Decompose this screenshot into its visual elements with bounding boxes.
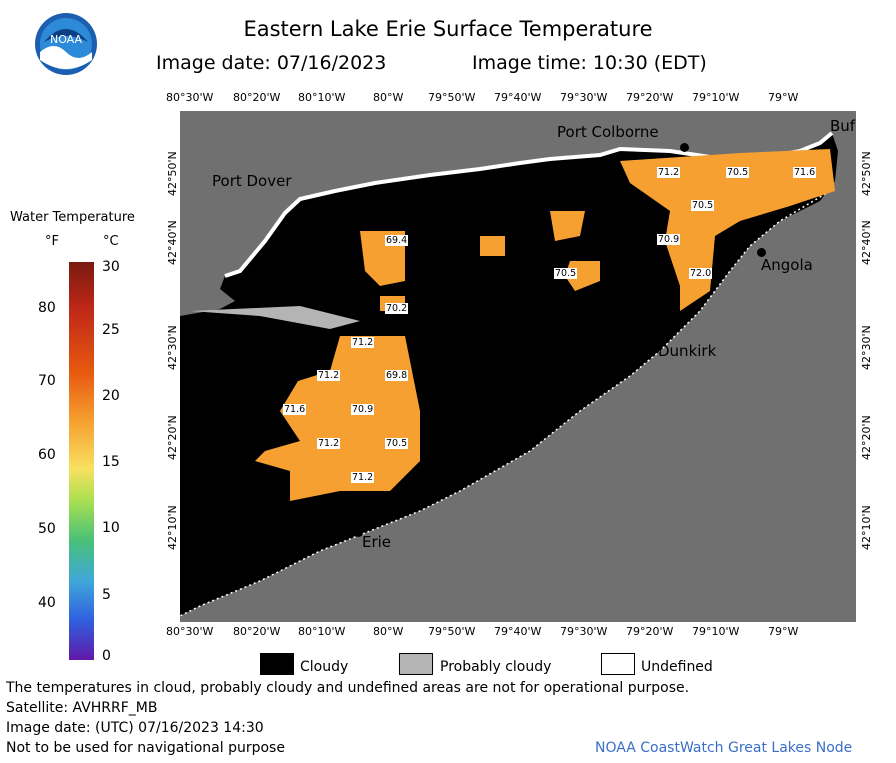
temp-label: 70.5 xyxy=(726,167,750,178)
lon-tick-bottom: 79°W xyxy=(768,625,799,638)
lon-tick-top: 79°10'W xyxy=(692,91,740,104)
warm-water-patch xyxy=(255,336,420,501)
probably-cloudy-area xyxy=(190,306,360,329)
unit-celsius: °C xyxy=(103,234,119,249)
lat-tick-right: 42°30'N xyxy=(860,325,873,370)
credit-text: NOAA CoastWatch Great Lakes Node xyxy=(595,740,853,756)
legend-label-cloudy: Cloudy xyxy=(300,659,349,675)
lon-tick-bottom: 80°30'W xyxy=(166,625,214,638)
lon-tick-top: 79°40'W xyxy=(494,91,542,104)
south-shore-dots xyxy=(179,190,831,617)
utc-date-text: Image date: (UTC) 07/16/2023 14:30 xyxy=(6,720,264,736)
lon-tick-top: 79°20'W xyxy=(626,91,674,104)
lon-tick-bottom: 79°40'W xyxy=(494,625,542,638)
c-tick: 30 xyxy=(102,259,120,275)
temp-label: 71.6 xyxy=(283,404,307,415)
noaa-logo: NOAA xyxy=(34,12,98,76)
temp-label: 71.2 xyxy=(351,337,375,348)
city-label-buffalo: Buf xyxy=(830,117,856,135)
lon-tick-top: 80°20'W xyxy=(233,91,281,104)
legend-swatch-probably-cloudy xyxy=(399,653,433,675)
lat-tick-right: 42°40'N xyxy=(860,220,873,265)
city-marker xyxy=(680,143,689,152)
image-date: Image date: 07/16/2023 xyxy=(156,52,387,74)
city-label-angola: Angola xyxy=(761,256,813,274)
lon-tick-bottom: 79°50'W xyxy=(428,625,476,638)
warm-water-patch xyxy=(550,211,585,241)
city-label-dunkirk: Dunkirk xyxy=(658,342,717,360)
navigation-warning: Not to be used for navigational purpose xyxy=(6,740,285,756)
color-scale-bar xyxy=(69,262,94,660)
lon-tick-top: 79°50'W xyxy=(428,91,476,104)
lon-tick-bottom: 80°10'W xyxy=(298,625,346,638)
temp-label: 70.5 xyxy=(385,438,409,449)
lon-tick-top: 80°W xyxy=(373,91,404,104)
temp-label: 71.6 xyxy=(793,167,817,178)
f-tick: 80 xyxy=(38,300,56,316)
lon-tick-top: 80°30'W xyxy=(166,91,214,104)
lat-tick-left: 42°30'N xyxy=(166,325,179,370)
lon-tick-bottom: 80°20'W xyxy=(233,625,281,638)
map-title: Eastern Lake Erie Surface Temperature xyxy=(243,17,653,41)
c-tick: 20 xyxy=(102,388,120,404)
lat-tick-right: 42°20'N xyxy=(860,415,873,460)
legend-label-undefined: Undefined xyxy=(641,659,713,675)
temp-label: 71.2 xyxy=(317,438,341,449)
lat-tick-right: 42°10'N xyxy=(860,505,873,550)
lon-tick-bottom: 80°W xyxy=(373,625,404,638)
legend-label-probably-cloudy: Probably cloudy xyxy=(440,659,552,675)
lon-tick-top: 79°30'W xyxy=(560,91,608,104)
lake-map xyxy=(179,111,856,622)
color-scale-title: Water Temperature xyxy=(10,210,135,225)
noaa-logo-icon: NOAA xyxy=(35,13,97,75)
lat-tick-left: 42°50'N xyxy=(166,151,179,196)
lat-tick-left: 42°20'N xyxy=(166,415,179,460)
city-marker xyxy=(757,248,766,257)
temp-label: 71.2 xyxy=(657,167,681,178)
city-marker xyxy=(650,340,659,349)
f-tick: 60 xyxy=(38,447,56,463)
temp-label: 71.2 xyxy=(317,370,341,381)
legend-swatch-undefined xyxy=(601,653,635,675)
noaa-logo-text: NOAA xyxy=(50,33,83,46)
temp-label: 70.5 xyxy=(554,268,578,279)
temp-label: 70.9 xyxy=(351,404,375,415)
c-tick: 25 xyxy=(102,322,120,338)
temp-label: 70.5 xyxy=(691,200,715,211)
lon-tick-top: 79°W xyxy=(768,91,799,104)
f-tick: 50 xyxy=(38,521,56,537)
c-tick: 10 xyxy=(102,520,120,536)
temp-label: 71.2 xyxy=(351,472,375,483)
lon-tick-bottom: 79°10'W xyxy=(692,625,740,638)
unit-fahrenheit: °F xyxy=(45,234,59,249)
temp-label: 72.0 xyxy=(689,268,713,279)
warm-water-patch xyxy=(620,149,835,311)
lake-map-graphic xyxy=(179,111,856,622)
c-tick: 15 xyxy=(102,454,120,470)
city-marker xyxy=(354,528,363,537)
disclaimer-text: The temperatures in cloud, probably clou… xyxy=(6,680,690,696)
city-label-port-colborne: Port Colborne xyxy=(557,123,659,141)
warm-water-patch xyxy=(480,236,505,256)
city-label-erie: Erie xyxy=(362,533,392,551)
lon-tick-bottom: 79°30'W xyxy=(560,625,608,638)
lat-tick-left: 42°10'N xyxy=(166,505,179,550)
c-tick: 5 xyxy=(102,587,111,603)
lon-tick-top: 80°10'W xyxy=(298,91,346,104)
lat-tick-left: 42°40'N xyxy=(166,220,179,265)
f-tick: 70 xyxy=(38,373,56,389)
temp-label: 69.4 xyxy=(385,235,409,246)
f-tick: 40 xyxy=(38,595,56,611)
lat-tick-right: 42°50'N xyxy=(860,151,873,196)
temp-label: 70.9 xyxy=(657,234,681,245)
satellite-text: Satellite: AVHRRF_MB xyxy=(6,700,158,716)
legend-swatch-cloudy xyxy=(260,653,294,675)
image-time: Image time: 10:30 (EDT) xyxy=(472,52,707,74)
temp-label: 69.8 xyxy=(385,370,409,381)
temp-label: 70.2 xyxy=(385,303,409,314)
city-label-port-dover: Port Dover xyxy=(212,172,292,190)
c-tick: 0 xyxy=(102,648,111,664)
lon-tick-bottom: 79°20'W xyxy=(626,625,674,638)
